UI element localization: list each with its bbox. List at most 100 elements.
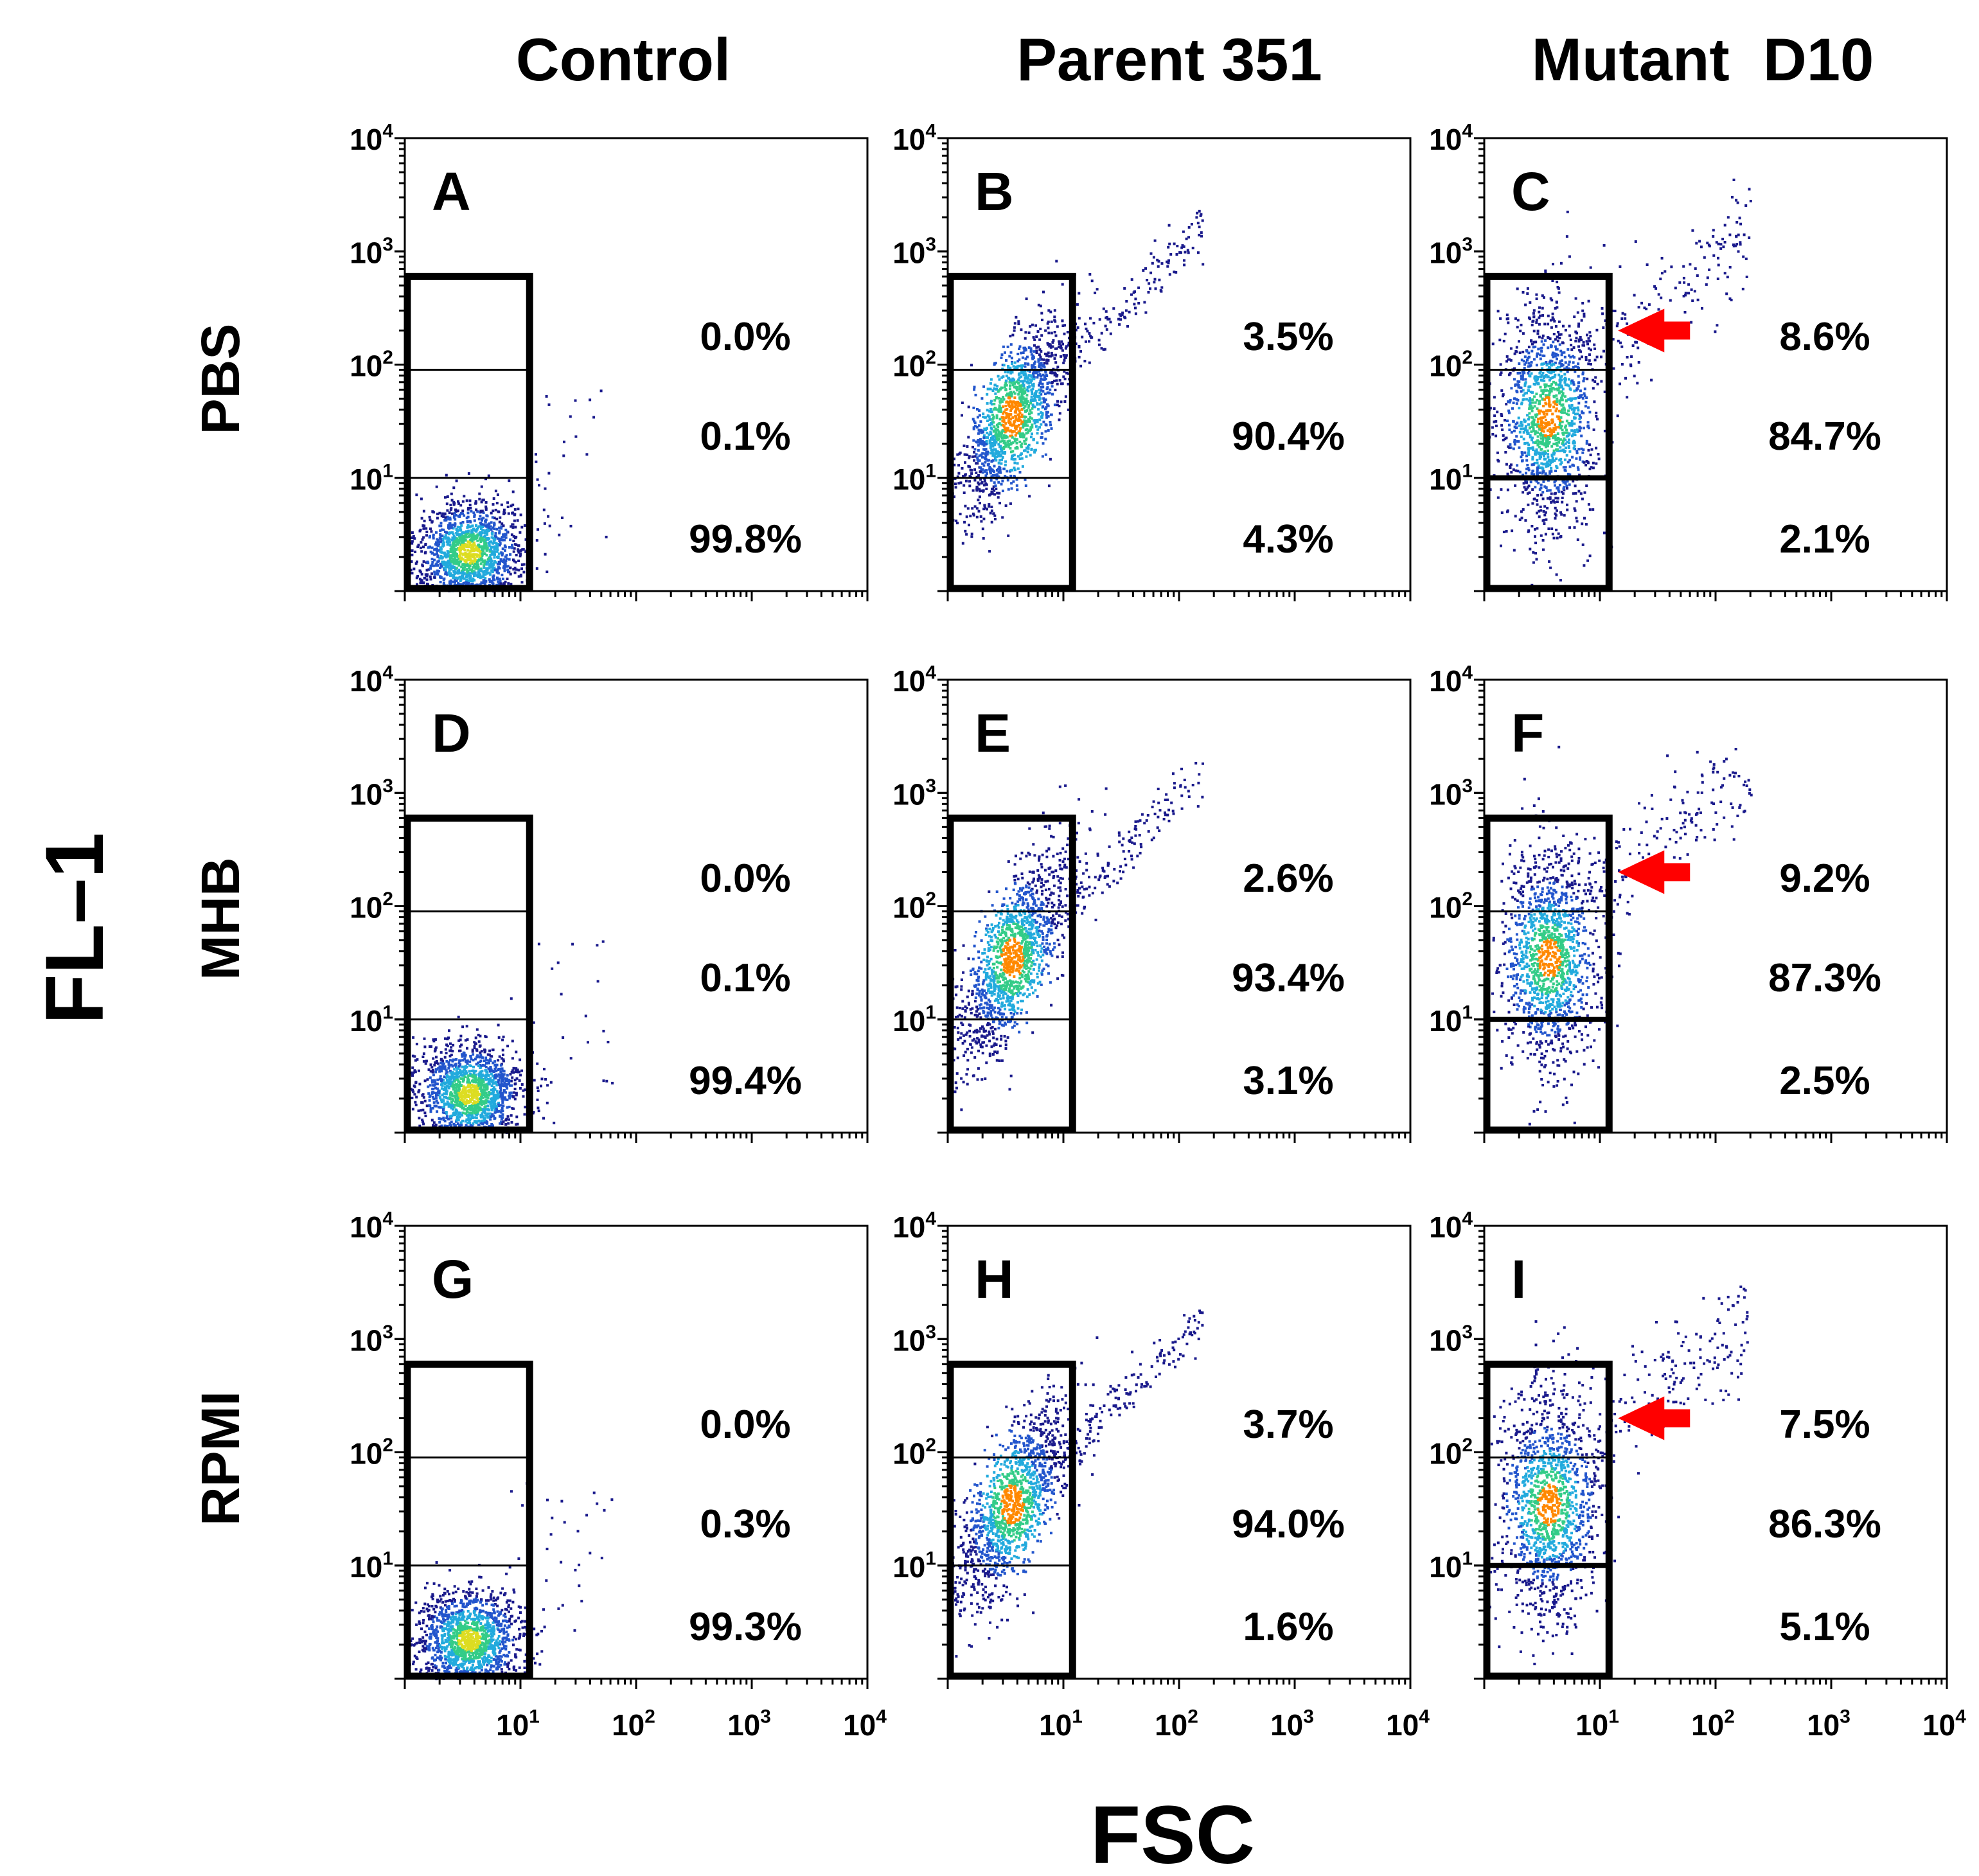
- event-dot: [1004, 384, 1007, 387]
- event-dot: [1531, 420, 1534, 423]
- event-dot: [979, 470, 982, 473]
- event-dot: [1510, 430, 1513, 434]
- event-dot: [1097, 339, 1101, 342]
- event-dot: [445, 556, 448, 559]
- event-dot: [1557, 291, 1561, 294]
- event-dot: [1568, 360, 1571, 364]
- event-dot: [486, 537, 490, 540]
- event-dot: [1493, 414, 1496, 418]
- event-dot: [1539, 357, 1542, 360]
- event-dot: [1200, 234, 1203, 238]
- event-dot: [417, 544, 420, 547]
- event-dot: [514, 526, 517, 529]
- event-dot: [1022, 346, 1025, 350]
- event-dot: [1544, 271, 1547, 274]
- y-tick-label: 101: [1429, 460, 1473, 495]
- event-dot: [1025, 437, 1028, 440]
- event-dot: [437, 1062, 439, 1065]
- event-dot: [1502, 393, 1505, 396]
- event-dot: [484, 573, 487, 576]
- event-dot: [445, 1117, 448, 1120]
- event-dot: [1531, 488, 1534, 491]
- event-dot: [1547, 460, 1550, 463]
- event-dot: [445, 537, 448, 540]
- event-dot: [972, 406, 975, 409]
- event-dot: [1201, 219, 1204, 222]
- event-dot: [1002, 398, 1006, 401]
- event-dot: [1573, 409, 1576, 412]
- event-dot: [1000, 482, 1003, 486]
- event-dot: [1016, 462, 1019, 465]
- event-dot: [1550, 389, 1553, 393]
- event-dot: [1003, 411, 1006, 414]
- event-dot: [510, 525, 513, 528]
- event-dot: [1575, 389, 1578, 392]
- event-dot: [1532, 448, 1535, 452]
- event-dot: [998, 502, 1001, 505]
- event-dot: [1583, 312, 1586, 315]
- event-dot: [497, 552, 501, 555]
- event-dot: [957, 472, 961, 475]
- event-dot: [1511, 529, 1514, 533]
- event-dot: [1134, 312, 1137, 315]
- event-dot: [1570, 344, 1573, 347]
- event-dot: [1560, 375, 1563, 378]
- event-dot: [482, 539, 484, 542]
- event-dot: [1153, 239, 1157, 242]
- event-dot: [1552, 355, 1555, 358]
- event-dot: [1557, 373, 1561, 376]
- event-dot: [522, 563, 526, 566]
- event-dot: [1520, 435, 1523, 438]
- event-dot: [1510, 463, 1513, 466]
- event-dot: [535, 539, 538, 542]
- event-dot: [1052, 379, 1056, 382]
- event-dot: [1013, 322, 1016, 325]
- event-dot: [1020, 366, 1024, 369]
- event-dot: [484, 538, 486, 542]
- event-dot: [1005, 443, 1008, 447]
- event-dot: [1554, 506, 1557, 509]
- event-dot: [1552, 452, 1555, 455]
- event-dot: [1563, 458, 1566, 461]
- event-dot: [475, 563, 479, 566]
- event-dot: [1540, 378, 1543, 382]
- column-title-parent: Parent 351: [1016, 26, 1322, 93]
- event-dot: [1175, 270, 1178, 274]
- event-dot: [1030, 395, 1033, 398]
- event-dot: [1547, 396, 1549, 399]
- event-dot: [1505, 314, 1509, 317]
- event-dot: [1031, 366, 1034, 369]
- y-tick-label: 101: [350, 1002, 393, 1037]
- event-dot: [985, 427, 988, 430]
- event-dot: [502, 566, 505, 569]
- event-dot: [1547, 421, 1550, 424]
- event-dot: [1645, 307, 1648, 310]
- event-dot: [1620, 345, 1624, 348]
- event-dot: [1067, 372, 1070, 375]
- event-dot: [990, 443, 993, 447]
- event-dot: [1530, 372, 1533, 375]
- event-dot: [459, 529, 463, 532]
- event-dot: [963, 484, 966, 487]
- event-dot: [1098, 343, 1101, 346]
- gate-box: [1483, 272, 1613, 592]
- event-dot: [511, 526, 515, 529]
- event-dot: [1529, 391, 1532, 394]
- event-dot: [493, 527, 496, 531]
- event-dot: [1044, 371, 1047, 374]
- event-dot: [988, 415, 991, 418]
- event-dot: [1037, 303, 1040, 306]
- event-dot: [492, 542, 494, 545]
- event-dot: [1543, 513, 1547, 517]
- event-dot: [502, 558, 506, 562]
- event-dot: [448, 581, 451, 584]
- event-dot: [501, 547, 504, 551]
- event-dot: [492, 503, 495, 506]
- percent-high: 0.0%: [700, 315, 790, 359]
- event-dot: [1576, 538, 1579, 542]
- event-dot: [1604, 319, 1607, 323]
- event-dot: [1058, 342, 1061, 346]
- event-dot: [986, 472, 988, 475]
- event-dot: [986, 409, 989, 412]
- event-dot: [1556, 438, 1558, 441]
